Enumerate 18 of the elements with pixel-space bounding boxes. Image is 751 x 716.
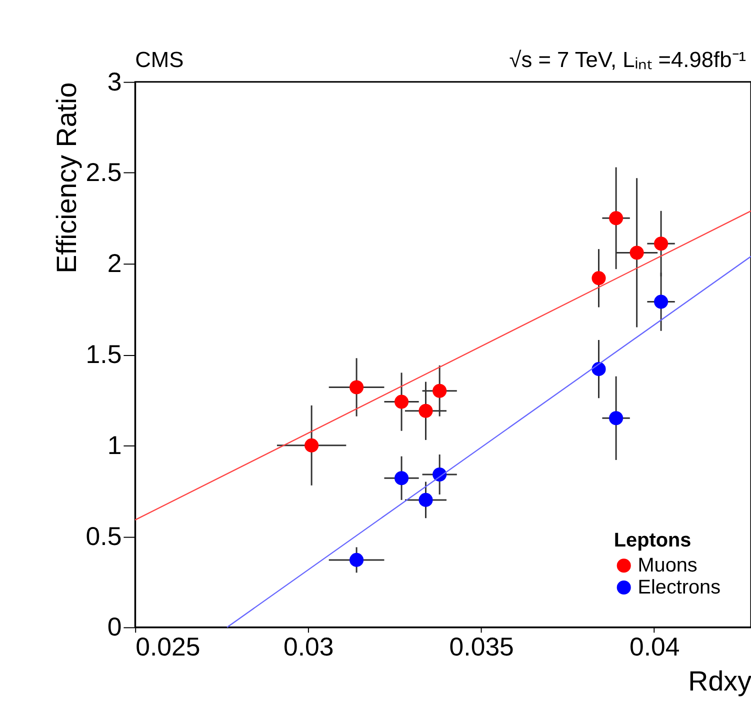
y-tick-label: 0 — [107, 614, 122, 642]
text: CMS — [135, 46, 184, 72]
y-tick-label: 0.5 — [86, 522, 122, 551]
legend-title: Leptons — [614, 530, 692, 552]
x-tick-label: 0.04 — [629, 634, 680, 662]
y-tick-label: 3 — [107, 68, 122, 96]
x-tick-label: 0.035 — [449, 634, 514, 662]
y-tick-label: 1 — [107, 432, 122, 460]
legend-label: Muons — [638, 554, 698, 577]
y-tick-label: 2.5 — [86, 159, 122, 188]
text: √s = 7 TeV, Lᵢₙₜ =4.98fb⁻¹ — [509, 46, 746, 72]
y-axis-title: Efficiency Ratio — [50, 82, 82, 274]
x-tick-label: 0.025 — [136, 634, 200, 662]
legend-label: Electrons — [638, 576, 721, 598]
x-axis-title: Rdxy — [688, 665, 751, 696]
y-tick-label: 1.5 — [86, 340, 122, 369]
x-tick-label: 0.03 — [283, 634, 334, 662]
y-tick-label: 2 — [107, 250, 122, 278]
